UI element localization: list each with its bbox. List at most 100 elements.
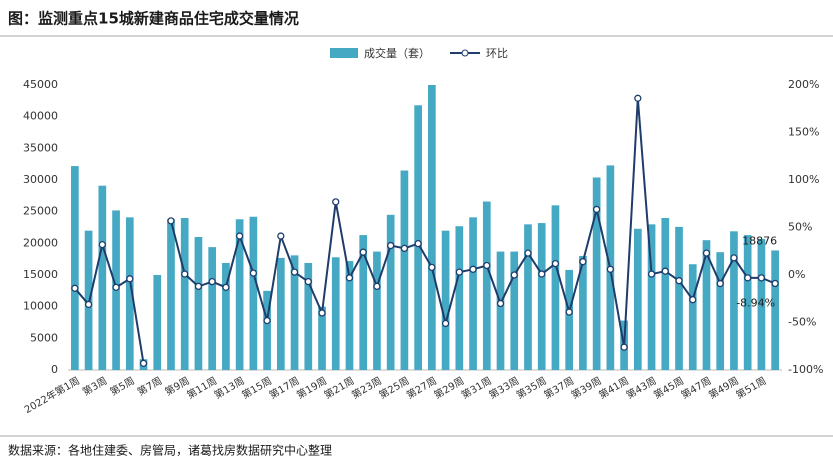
bar [524,224,532,370]
line-marker [167,217,175,225]
line-marker [744,274,752,282]
line-marker [771,279,779,288]
line-marker [730,254,738,262]
line-marker [620,343,628,351]
line-marker [469,265,477,273]
line-marker [290,268,299,276]
line-marker [208,277,216,286]
bar [757,238,766,370]
line-marker [565,308,573,316]
line-marker [606,265,615,273]
x-tick-label: 第39周 [569,374,604,402]
y-tick-label: 10000 [23,300,58,313]
x-tick-label: 第51周 [734,374,769,402]
line-marker [222,283,230,292]
line-marker [98,240,106,249]
x-tick-label: 第17周 [267,374,302,402]
x-tick-label: 第13周 [212,374,247,402]
bar [496,251,505,370]
data-label: -8.94% [736,296,775,309]
line-marker [304,277,312,286]
x-tick-label: 第23周 [349,374,384,402]
x-tick-label: 第37周 [541,374,576,402]
bar [304,262,313,370]
line-marker [139,359,148,368]
line-marker [592,205,601,214]
bar [318,306,326,370]
x-tick-label: 第11周 [184,374,219,402]
bar [386,214,395,370]
y-tick-label: 30000 [23,173,58,186]
line-marker [551,259,560,268]
x-tick-label: 第21周 [322,374,357,402]
bar [469,217,477,370]
line-marker [332,198,340,206]
bar [537,223,546,370]
line-marker [373,282,381,291]
x-tick-label: 第49周 [706,374,741,402]
y2-tick-label: -100% [788,363,823,376]
bar [551,205,560,370]
legend-label: 成交量（套） [364,46,430,60]
bar [688,264,697,370]
y2-tick-label: 200% [788,78,819,91]
bar [455,226,464,370]
bar [647,224,656,370]
legend-marker [461,49,469,57]
bar [400,170,409,370]
bar [771,250,779,370]
bar [276,257,285,370]
bar [373,251,381,370]
bar [180,218,189,370]
line-marker [194,282,203,291]
bar [331,257,340,370]
bar [290,255,299,370]
y-tick-label: 35000 [23,141,58,154]
bar [249,216,258,370]
x-tick-label: 第5周 [107,374,136,398]
line-marker [634,94,642,102]
line-marker [455,268,463,276]
x-tick-label: 第31周 [459,374,494,402]
bar [71,166,79,370]
line-marker [235,232,244,240]
bar [675,226,683,370]
line-marker [579,258,587,266]
line-marker [112,283,120,292]
bar [153,275,162,370]
line-marker [249,269,258,277]
line-marker [345,274,354,282]
line-marker [400,244,409,253]
bar [359,235,368,370]
line-marker [84,300,93,309]
y2-tick-label: 0% [788,268,805,281]
line-marker [689,296,697,304]
line-marker [181,270,189,278]
x-tick-label: 第35周 [514,374,549,402]
line-marker [263,316,271,325]
line-marker [359,248,367,256]
x-tick-label: 第15周 [239,374,274,402]
data-label: 18876 [742,234,777,247]
line-marker [387,241,395,250]
line-marker [647,270,656,278]
bar [414,105,422,371]
bar [730,231,738,370]
y-tick-label: 15000 [23,268,58,281]
x-tick-label: 第19周 [294,374,329,402]
source-note: 数据来源：各地住建委、房管局，诸葛找房数据研究中心整理 [8,443,332,458]
x-tick-label: 第27周 [404,374,439,402]
x-tick-label: 第25周 [377,374,412,402]
line-marker [524,249,532,257]
line-marker [126,275,134,283]
bar [743,235,752,370]
bar [125,217,134,370]
x-tick-label: 第47周 [679,374,714,402]
x-tick-label: 第7周 [135,374,164,398]
bar [702,240,711,370]
bar [441,230,450,370]
bar [661,218,670,370]
bar [633,228,642,370]
x-tick-label: 第29周 [431,374,466,402]
